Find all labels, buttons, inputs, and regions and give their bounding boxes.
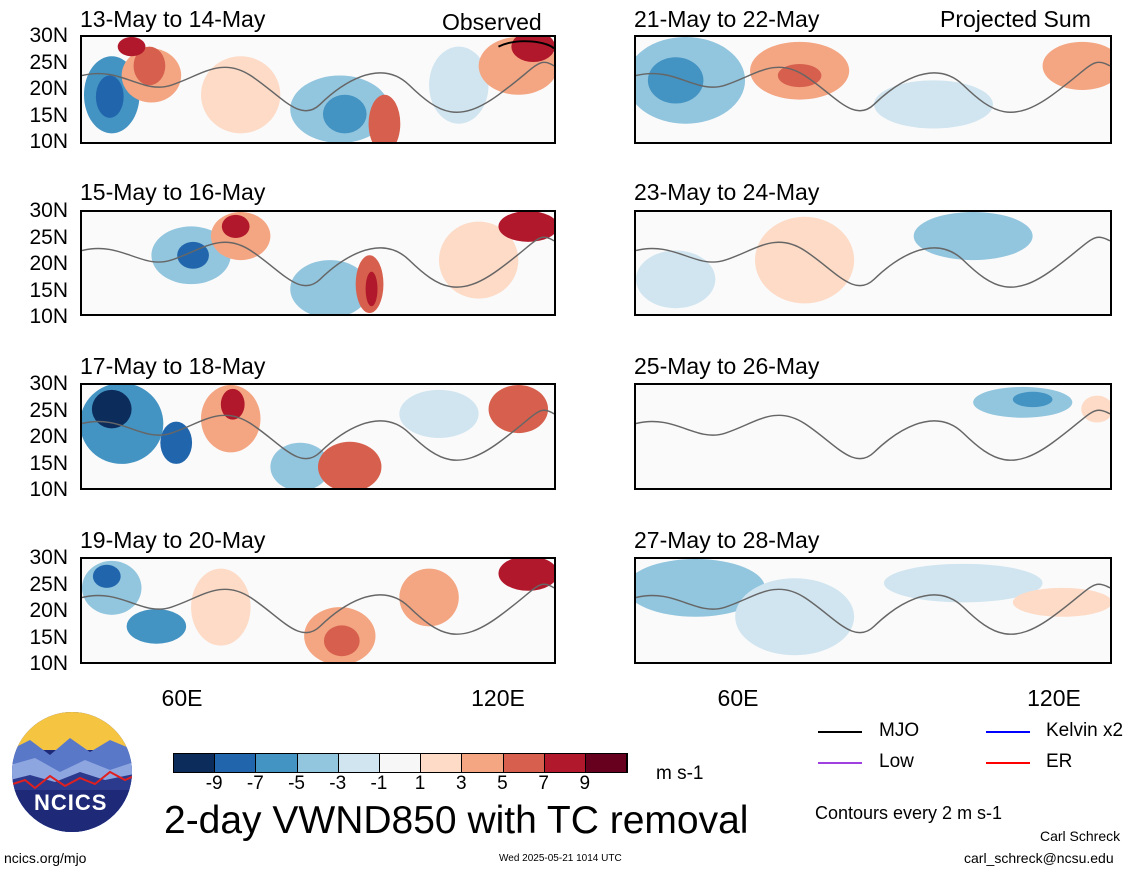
latitude-label: 30N: [29, 24, 68, 47]
colorbar-tick-label: 9: [579, 773, 591, 794]
latitude-label: 10N: [29, 478, 68, 501]
lon-label-60e: 60E: [161, 685, 203, 711]
er-line-swatch: [986, 762, 1030, 764]
panel-tag: Projected Sum: [940, 6, 1091, 32]
map-left-2: [80, 210, 556, 316]
colorbar-swatch: [421, 754, 463, 772]
colorbar-tick-label: -5: [288, 773, 305, 794]
colorbar-tick-label: -1: [370, 773, 388, 794]
colorbar-tick-label: -9: [205, 773, 223, 794]
colorbar-tick-label: 5: [497, 773, 508, 794]
colorbar-swatch: [379, 754, 422, 772]
footer-email: carl_schreck@ncsu.edu: [964, 850, 1114, 866]
panel-title: 15-May to 16-May: [80, 179, 266, 205]
colorbar-tick-label: 1: [414, 773, 426, 794]
map-right-4: [634, 557, 1112, 664]
panel-title: 25-May to 26-May: [634, 353, 820, 379]
latitude-label: 25N: [29, 572, 68, 596]
colorbar-swatch: [544, 754, 586, 772]
colorbar-swatch: [256, 754, 298, 772]
lon-label-120e: 120E: [471, 685, 525, 711]
latitude-label: 25N: [29, 398, 68, 422]
map-left-3: [80, 383, 556, 490]
panel-title: 23-May to 24-May: [634, 179, 820, 205]
latitude-label: 20N: [29, 425, 68, 448]
legend-low-label: Low: [879, 751, 914, 772]
latitude-label: 25N: [29, 50, 68, 74]
footer-url: ncics.org/mjo: [4, 850, 87, 866]
panel-title: 13-May to 14-May: [80, 6, 266, 32]
colorbar-swatch: [174, 754, 216, 772]
latitude-label: 10N: [29, 130, 68, 153]
latitude-label: 30N: [29, 372, 68, 395]
latitude-label: 15N: [29, 451, 68, 475]
map-left-1: [80, 35, 556, 144]
colorbar-swatch: [585, 754, 628, 772]
panel-tag: Observed: [442, 9, 542, 35]
panel-title: 17-May to 18-May: [80, 353, 266, 379]
colorbar-tick-label: -3: [329, 773, 347, 794]
colorbar-swatch: [297, 754, 339, 772]
lon-label-120e: 120E: [1027, 685, 1081, 711]
footer-timestamp: Wed 2025-05-21 1014 UTC: [499, 853, 622, 864]
colorbar-swatch: [215, 754, 257, 772]
logo-text: NCICS: [34, 790, 108, 815]
latitude-label: 15N: [29, 625, 68, 649]
latitude-label: 20N: [29, 77, 68, 100]
colorbar: [173, 753, 628, 773]
colorbar-tick-label: -7: [246, 773, 264, 794]
colorbar-swatch: [338, 754, 380, 772]
map-left-4: [80, 557, 556, 664]
latitude-label: 10N: [29, 305, 68, 328]
footer-author: Carl Schreck: [1040, 828, 1121, 844]
colorbar-tick-label: 7: [538, 773, 549, 794]
map-right-2: [634, 210, 1112, 316]
latitude-label: 25N: [29, 225, 68, 249]
main-title: 2-day VWND850 with TC removal: [164, 799, 749, 842]
panel-title: 27-May to 28-May: [634, 527, 820, 553]
panel-title: 21-May to 22-May: [634, 6, 820, 32]
low-line-swatch: [818, 762, 862, 764]
kelvin-line-swatch: [986, 731, 1030, 733]
panel-title: 19-May to 20-May: [80, 527, 266, 553]
latitude-label: 30N: [29, 546, 68, 569]
latitude-label: 10N: [29, 652, 68, 675]
colorbar-units: m s-1: [656, 763, 704, 784]
legend-mjo-label: MJO: [879, 720, 920, 741]
latitude-label: 15N: [29, 278, 68, 302]
colorbar-swatch: [462, 754, 504, 772]
map-right-3: [634, 383, 1112, 490]
mjo-line-swatch: [818, 731, 862, 733]
lon-label-60e: 60E: [717, 685, 759, 711]
colorbar-tick-label: 3: [455, 773, 467, 794]
contour-note: Contours every 2 m s-1: [815, 803, 1003, 823]
legend-er-label: ER: [1046, 751, 1073, 772]
colorbar-swatch: [503, 754, 545, 772]
latitude-label: 20N: [29, 252, 68, 275]
latitude-label: 30N: [29, 199, 68, 222]
legend-kelvin-label: Kelvin x2: [1046, 720, 1124, 741]
map-right-1: [634, 35, 1112, 144]
latitude-label: 20N: [29, 599, 68, 622]
latitude-label: 15N: [29, 103, 68, 127]
ncics-logo: NCICS: [10, 710, 134, 834]
